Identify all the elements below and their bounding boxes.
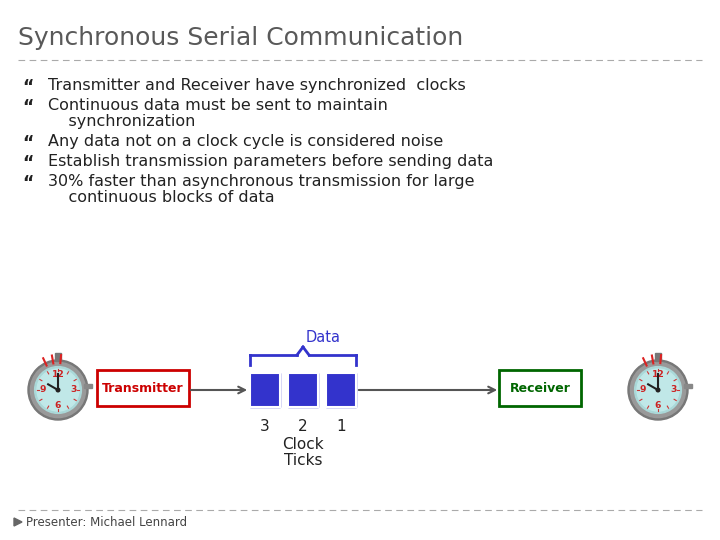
Text: 3: 3 bbox=[670, 386, 677, 395]
Text: 3: 3 bbox=[71, 386, 77, 395]
Text: 6: 6 bbox=[654, 401, 661, 410]
Text: Clock: Clock bbox=[282, 437, 324, 452]
Text: 30% faster than asynchronous transmission for large: 30% faster than asynchronous transmissio… bbox=[48, 174, 474, 189]
Text: “: “ bbox=[22, 174, 33, 192]
Text: 2: 2 bbox=[298, 419, 308, 434]
Text: “: “ bbox=[22, 154, 33, 172]
Text: continuous blocks of data: continuous blocks of data bbox=[48, 190, 274, 205]
FancyBboxPatch shape bbox=[499, 370, 581, 406]
Text: 3: 3 bbox=[260, 419, 270, 434]
Text: 9: 9 bbox=[39, 386, 45, 395]
Polygon shape bbox=[14, 518, 22, 526]
Bar bbox=[685, 384, 692, 388]
Circle shape bbox=[56, 388, 60, 392]
Bar bbox=[250, 373, 280, 407]
Text: “: “ bbox=[22, 78, 33, 96]
Text: 1: 1 bbox=[336, 419, 346, 434]
Text: Synchronous Serial Communication: Synchronous Serial Communication bbox=[18, 26, 463, 50]
Text: Transmitter: Transmitter bbox=[102, 381, 184, 395]
Text: Ticks: Ticks bbox=[284, 453, 323, 468]
Circle shape bbox=[631, 362, 685, 417]
Text: 6: 6 bbox=[55, 401, 61, 410]
Text: “: “ bbox=[22, 134, 33, 152]
Text: Transmitter and Receiver have synchronized  clocks: Transmitter and Receiver have synchroniz… bbox=[48, 78, 466, 93]
Text: Receiver: Receiver bbox=[510, 381, 570, 395]
Bar bbox=[55, 353, 61, 361]
Text: “: “ bbox=[22, 98, 33, 116]
Circle shape bbox=[30, 362, 86, 417]
Text: 12: 12 bbox=[52, 370, 64, 379]
Text: Establish transmission parameters before sending data: Establish transmission parameters before… bbox=[48, 154, 493, 169]
Text: Presenter: Michael Lennard: Presenter: Michael Lennard bbox=[26, 516, 187, 529]
Text: Data: Data bbox=[305, 330, 341, 345]
Bar bbox=[288, 373, 318, 407]
Text: 9: 9 bbox=[639, 386, 646, 395]
Bar bbox=[326, 373, 356, 407]
Circle shape bbox=[637, 369, 679, 411]
FancyBboxPatch shape bbox=[97, 370, 189, 406]
Circle shape bbox=[634, 367, 681, 414]
Bar bbox=[84, 384, 92, 388]
Text: synchronization: synchronization bbox=[48, 114, 195, 129]
Circle shape bbox=[37, 369, 79, 411]
Text: Any data not on a clock cycle is considered noise: Any data not on a clock cycle is conside… bbox=[48, 134, 444, 149]
Circle shape bbox=[28, 360, 88, 420]
Bar bbox=[655, 353, 661, 361]
Circle shape bbox=[628, 360, 688, 420]
Circle shape bbox=[656, 388, 660, 392]
Bar bbox=[326, 373, 356, 407]
Circle shape bbox=[35, 367, 81, 414]
Text: 12: 12 bbox=[652, 370, 665, 379]
Bar bbox=[250, 373, 280, 407]
Bar bbox=[288, 373, 318, 407]
Text: Continuous data must be sent to maintain: Continuous data must be sent to maintain bbox=[48, 98, 388, 113]
